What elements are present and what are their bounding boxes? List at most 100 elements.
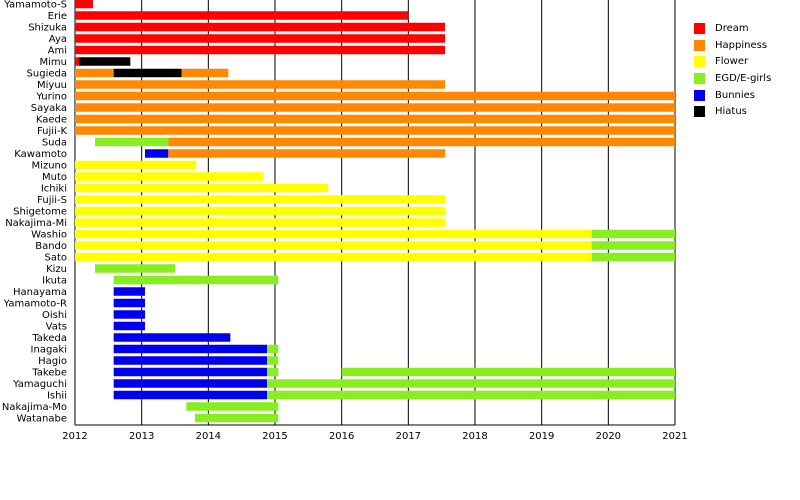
bar-fujii-s-flower: [75, 195, 445, 204]
x-tick-label: 2019: [529, 431, 554, 442]
bar-sugieda-hiatus: [113, 68, 182, 78]
x-tick-label: 2021: [662, 431, 687, 442]
legend-item: Hiatus: [694, 106, 771, 118]
member-label: Takeda: [31, 333, 67, 344]
x-tick-label: 2018: [462, 431, 487, 442]
x-tick-label: 2014: [196, 431, 221, 442]
member-label: Nakajima-Mo: [2, 402, 67, 413]
bar-takebe-bunnies: [113, 367, 268, 377]
bar-takeda-bunnies: [113, 333, 231, 342]
bar-sugieda-happiness: [181, 68, 229, 78]
member-label: Inagaki: [31, 345, 67, 356]
legend-swatch: [694, 106, 705, 118]
member-label: Kizu: [46, 264, 67, 275]
bar-vats-bunnies: [113, 321, 145, 331]
legend-label: EGD/E-girls: [715, 73, 772, 85]
bar-suda-egd-e-girls: [95, 137, 169, 147]
member-label: Erie: [48, 11, 67, 22]
bar-mizuno-flower: [75, 160, 197, 170]
legend-item: Happiness: [694, 39, 771, 51]
member-label: Ichiki: [41, 184, 67, 195]
member-label: Muto: [42, 172, 67, 183]
x-tick-label: 2020: [596, 431, 621, 442]
bar-takebe-egd-e-girls: [267, 367, 279, 377]
member-label: Yurino: [35, 92, 67, 103]
chart-legend: Dream Happiness Flower EGD/E-girls Bunnies Hi…: [694, 23, 771, 123]
bar-inagaki-egd-e-girls: [267, 344, 279, 354]
member-label: Yamamoto-S: [3, 0, 67, 11]
bar-washio-flower: [75, 229, 592, 239]
member-label: Shizuka: [28, 23, 67, 34]
member-label: Hagio: [38, 356, 67, 367]
bar-fujii-k-happiness: [75, 126, 675, 135]
member-label: Shigetome: [13, 207, 67, 218]
member-label: Oishi: [42, 310, 67, 321]
bar-erie-dream: [75, 11, 409, 20]
legend-item: EGD/E-girls: [694, 73, 772, 85]
bar-sayaka-happiness: [75, 103, 675, 112]
member-label: Takebe: [31, 368, 67, 379]
bar-hanayama-bunnies: [113, 287, 145, 296]
bar-hagio-egd-e-girls: [267, 356, 279, 365]
bar-kizu-egd-e-girls: [95, 264, 175, 273]
member-label: Mizuno: [32, 161, 67, 172]
bar-shigetome-flower: [75, 206, 445, 216]
bar-watanabe-egd-e-girls: [195, 413, 279, 423]
bar-sugieda-happiness: [75, 68, 114, 78]
x-tick-label: 2017: [396, 431, 421, 442]
member-label: Yamaguchi: [12, 379, 67, 390]
x-axis-ticks: 2012 2013 2014 2015 2016 2017 2018 2019 2020 2021: [62, 431, 687, 442]
bar-ichiki-flower: [75, 183, 329, 193]
member-label: Ami: [48, 46, 67, 57]
bar-bando-flower: [75, 241, 592, 250]
legend-swatch: [694, 56, 705, 68]
member-label: Ikuta: [42, 276, 67, 287]
bar-ami-dream: [75, 45, 445, 55]
bar-ishii-egd-e-girls: [267, 390, 675, 400]
member-label: Sato: [44, 253, 67, 264]
member-label: Suda: [42, 138, 67, 149]
member-label: Aya: [49, 34, 67, 45]
member-label: Washio: [31, 230, 67, 241]
bar-sato-egd-e-girls: [591, 252, 675, 262]
member-label: Fujii-K: [37, 126, 67, 137]
legend-item: Dream: [694, 23, 771, 34]
bar-sato-flower: [75, 252, 592, 262]
member-label: Sugieda: [27, 69, 67, 80]
member-label: Yamamoto-R: [3, 299, 67, 310]
bar-yurino-happiness: [75, 91, 675, 101]
x-tick-label: 2015: [262, 431, 287, 442]
legend-item: Flower: [694, 56, 771, 68]
legend-label: Flower: [715, 56, 749, 68]
bar-suda-happiness: [168, 137, 676, 147]
bar-shizuka-dream: [75, 22, 445, 32]
bar-nakajima-mi-flower: [75, 218, 445, 227]
member-label: Sayaka: [31, 103, 67, 114]
bar-yamamoto-r-bunnies: [113, 298, 145, 308]
x-tick-label: 2016: [329, 431, 354, 442]
legend-swatch: [694, 73, 705, 85]
legend-item: Bunnies: [694, 89, 771, 101]
bar-ikuta-egd-e-girls: [113, 275, 279, 285]
legend-swatch: [694, 39, 705, 51]
bar-yamamoto-s-dream: [75, 0, 93, 9]
bar-hagio-bunnies: [113, 356, 268, 365]
bar-nakajima-mo-egd-e-girls: [186, 402, 279, 411]
legend-label: Happiness: [715, 39, 768, 51]
bar-muto-flower: [75, 172, 263, 181]
bar-aya-dream: [75, 34, 445, 43]
bar-miyuu-happiness: [75, 80, 445, 89]
bar-mimu-hiatus: [79, 57, 131, 66]
bars-layer: [75, 0, 676, 423]
bar-yamaguchi-bunnies: [113, 379, 268, 388]
legend-label: Dream: [715, 23, 749, 34]
member-labels: Yamamoto-SErieShizukaAyaAmiMimuSugiedaMi…: [2, 0, 68, 425]
bar-kawamoto-bunnies: [145, 149, 169, 158]
bar-ishii-bunnies: [113, 390, 268, 400]
member-label: Bando: [35, 241, 67, 252]
x-tick-label: 2013: [129, 431, 154, 442]
legend-label: Bunnies: [715, 89, 756, 101]
bar-takebe-egd-e-girls: [341, 367, 675, 377]
legend-label: Hiatus: [715, 106, 747, 118]
